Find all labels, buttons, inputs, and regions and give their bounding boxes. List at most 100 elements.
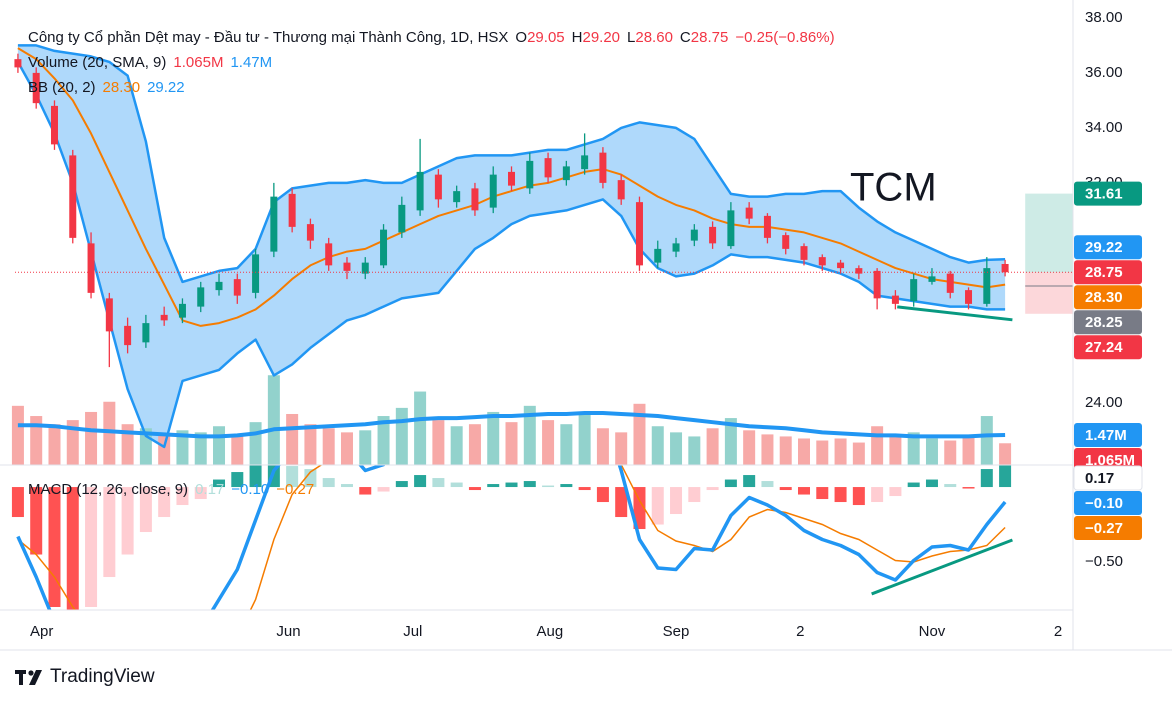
candle-body: [32, 72, 40, 104]
brand-logo: [15, 670, 42, 685]
price-pane: TCM: [11, 44, 1073, 465]
volume-bar: [761, 434, 774, 465]
volume-bar: [670, 432, 683, 465]
macd-histogram-bar: [596, 487, 609, 503]
candle-body: [562, 166, 570, 181]
trendline: [871, 538, 1013, 596]
volume-bar: [194, 432, 207, 465]
volume-bar: [999, 443, 1012, 465]
macd-histogram-bar: [48, 487, 61, 608]
volume-bar: [596, 428, 609, 465]
macd-histogram-bar: [743, 475, 756, 488]
legend-value: 1.47M: [230, 54, 273, 71]
macd-histogram-bar: [633, 487, 646, 530]
macd-histogram-bar: [450, 482, 463, 488]
ohlc-key: C: [679, 29, 691, 46]
volume-legend: Volume (20, SMA, 9) 1.065M 1.47M: [28, 53, 272, 73]
volume-bar: [432, 420, 445, 465]
ohlc-value: 28.60: [635, 29, 673, 46]
legend-name: MACD (12, 26, close, 9): [28, 481, 189, 498]
volume-bar: [304, 424, 317, 465]
ohlc-key: O: [515, 29, 528, 46]
candle-body: [526, 160, 534, 189]
macd-histogram-bar: [944, 484, 957, 488]
macd-histogram-bar: [925, 479, 938, 488]
candle-body: [325, 243, 333, 266]
macd-histogram-bar: [304, 469, 317, 488]
candle-body: [763, 215, 771, 238]
macd-histogram-bar: [395, 481, 408, 488]
volume-bar: [340, 432, 353, 465]
legend-name: BB (20, 2): [28, 79, 96, 96]
volume-bar: [651, 426, 664, 465]
macd-histogram-bar: [560, 484, 573, 488]
volume-bar: [743, 430, 756, 465]
volume-bar: [213, 426, 226, 465]
price-badge: 31.61: [1074, 181, 1142, 206]
bb-legend: BB (20, 2) 28.30 29.22: [28, 78, 185, 98]
volume-bar: [249, 422, 262, 465]
legend-name: Volume (20, SMA, 9): [28, 54, 167, 71]
macd-histogram-bar: [724, 479, 737, 488]
candle-body: [361, 262, 369, 274]
candle-body: [508, 171, 516, 186]
candle-body: [617, 180, 625, 200]
trendline: [897, 305, 1013, 322]
volume-bar: [852, 442, 865, 465]
macd-histogram-bar: [66, 487, 79, 610]
candle-body: [398, 204, 406, 233]
candle-body: [635, 202, 643, 266]
candle-body: [745, 207, 753, 219]
macd-histogram-bar: [578, 487, 591, 491]
badge-bg: [1074, 335, 1142, 360]
legend-value: 28.30: [102, 79, 141, 96]
legend-value: −0.10: [231, 481, 270, 498]
candle-body: [983, 268, 991, 304]
macd-histogram-bar: [322, 478, 335, 488]
badge-label: 28.75: [1085, 264, 1123, 281]
candle-body: [343, 262, 351, 271]
macd-histogram-bar: [176, 487, 189, 506]
price-badge: 0.17: [1073, 465, 1143, 491]
macd-histogram-bar: [706, 487, 719, 491]
position-loss: [1025, 272, 1073, 314]
volume-bar: [925, 438, 938, 465]
volume-bar: [834, 438, 847, 465]
badge-bg: [1074, 310, 1142, 335]
volume-bar: [578, 411, 591, 465]
x-tick-label: 2: [1054, 623, 1062, 640]
macd-histogram-bar: [139, 487, 152, 533]
brand: TradingView: [50, 666, 155, 687]
candle-body: [946, 273, 954, 293]
candle-body: [654, 248, 662, 263]
macd-histogram-bar: [103, 487, 116, 578]
y-tick-label: 34.00: [1085, 119, 1123, 136]
change-pct: (−0.86%): [773, 29, 835, 46]
badge-bg: [1074, 285, 1142, 310]
price-badge: 27.24: [1074, 335, 1142, 360]
volume-bar: [560, 424, 573, 465]
volume-bar: [359, 430, 372, 465]
volume-bar: [779, 436, 792, 465]
candle-body: [270, 196, 278, 252]
candle-body: [453, 191, 461, 203]
volume-bar: [66, 420, 79, 465]
badge-label: 29.22: [1085, 239, 1123, 256]
x-tick-label: Sep: [663, 623, 690, 640]
volume-bar: [103, 401, 116, 465]
macd-legend: MACD (12, 26, close, 9) 0.17 −0.10 −0.27: [28, 480, 314, 500]
badge-bg: [1073, 465, 1143, 491]
volume-bar: [523, 405, 536, 465]
candle-body: [709, 226, 717, 244]
macd-histogram-bar: [231, 472, 244, 488]
candle-body: [306, 224, 314, 241]
badge-bg: [1074, 235, 1142, 260]
candle-body: [965, 290, 973, 304]
volume-bar: [158, 434, 171, 465]
volume-ma: [17, 411, 1006, 439]
macd-tick-label: −0.50: [1085, 553, 1123, 570]
macd-histogram-bar: [158, 487, 171, 518]
volume-bar: [688, 436, 701, 465]
volume-bar: [962, 436, 975, 465]
